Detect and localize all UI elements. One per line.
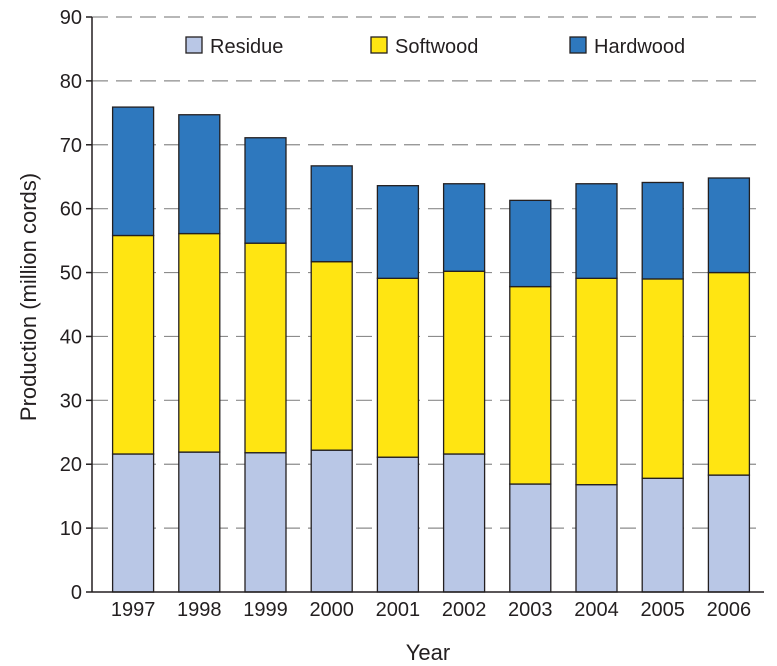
bar-segment-hardwood	[310, 165, 353, 263]
legend-label-hardwood: Hardwood	[594, 36, 685, 58]
bar-segment-residue	[310, 449, 353, 593]
bar-segment-hardwood	[111, 106, 155, 237]
bar-segment-softwood	[509, 285, 552, 485]
x-tick-label: 2004	[574, 599, 619, 621]
y-tick-label: 40	[60, 326, 82, 348]
bars	[111, 106, 751, 593]
bar-segment-residue	[575, 484, 618, 593]
bar-segment-hardwood	[244, 137, 287, 244]
y-tick-label: 70	[60, 135, 82, 157]
bar-segment-hardwood	[442, 183, 486, 272]
y-tick-label: 0	[71, 582, 82, 604]
x-tick-label: 2000	[309, 599, 354, 621]
y-tick-label: 50	[60, 263, 82, 285]
y-tick-label: 80	[60, 71, 82, 93]
y-tick-label: 20	[60, 454, 82, 476]
bar-segment-hardwood	[376, 185, 420, 279]
bar-segment-softwood	[376, 277, 420, 458]
y-tick-label: 90	[60, 7, 82, 29]
bar-segment-hardwood	[509, 199, 552, 288]
bar-segment-residue	[178, 451, 221, 593]
x-tick-label: 1998	[177, 599, 222, 621]
x-tick-label: 2006	[707, 599, 752, 621]
axes	[91, 17, 764, 593]
legend-label-residue: Residue	[210, 36, 283, 58]
bar-segment-hardwood	[178, 114, 221, 235]
x-tick-label: 1997	[111, 599, 156, 621]
legend-swatch-softwood	[370, 36, 388, 54]
y-axis-title: Production (million cords)	[16, 173, 41, 421]
bar-segment-residue	[111, 453, 155, 593]
x-tick-label: 2002	[442, 599, 487, 621]
x-tick-label: 2001	[376, 599, 421, 621]
x-tick-labels: 1997 1998 1999 2000 2001 2002 2003 2004 2005 2006	[111, 599, 751, 621]
bar-segment-softwood	[707, 271, 751, 476]
bar-segment-hardwood	[707, 177, 751, 274]
bar-segment-residue	[244, 452, 287, 593]
y-tick-label: 10	[60, 518, 82, 540]
bar-segment-hardwood	[641, 181, 684, 280]
x-axis-title: Year	[406, 640, 450, 665]
legend-swatch-hardwood	[569, 36, 587, 54]
bar-segment-residue	[509, 483, 552, 593]
bar-segment-residue	[442, 453, 486, 593]
legend-swatch-residue	[185, 36, 203, 54]
x-tick-label: 2003	[508, 599, 553, 621]
y-tick-label: 30	[60, 390, 82, 412]
bar-segment-softwood	[641, 278, 684, 479]
y-tick-labels: 0 10 20 30 40 50 60 70 80 90	[60, 7, 92, 604]
bar-segment-hardwood	[575, 183, 618, 279]
x-tick-label: 1999	[243, 599, 288, 621]
legend-label-softwood: Softwood	[395, 36, 478, 58]
bar-segment-softwood	[178, 232, 221, 453]
y-tick-label: 60	[60, 199, 82, 221]
bar-segment-softwood	[442, 270, 486, 455]
bar-segment-residue	[641, 477, 684, 593]
x-tick-label: 2005	[640, 599, 685, 621]
bar-segment-softwood	[310, 261, 353, 451]
bar-segment-softwood	[244, 242, 287, 454]
bar-segment-residue	[707, 474, 751, 593]
bar-segment-softwood	[111, 234, 155, 455]
bar-segment-residue	[376, 456, 420, 593]
legend: Residue Softwood Hardwood	[185, 36, 685, 58]
bar-segment-softwood	[575, 277, 618, 486]
